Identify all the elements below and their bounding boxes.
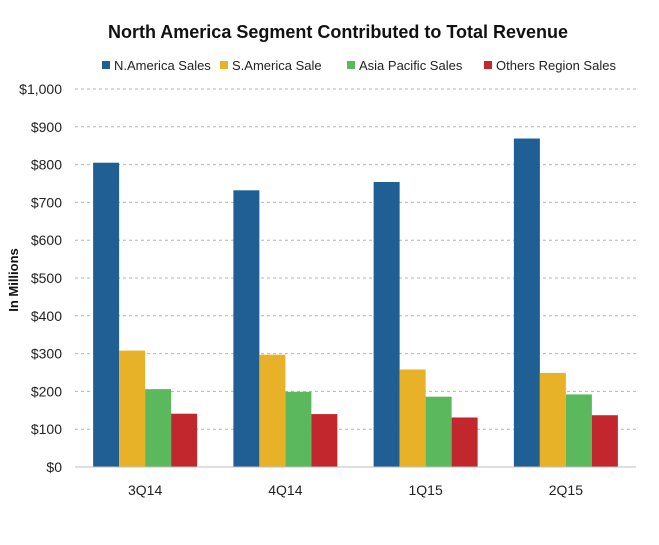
bars bbox=[93, 138, 618, 467]
legend-label: Others Region Sales bbox=[496, 58, 616, 73]
legend-label: N.America Sales bbox=[114, 58, 211, 73]
legend-swatch bbox=[220, 61, 228, 69]
y-axis-ticks: $0 $100 $200 $300 $400 $500 $600 $700 $800 $900 $1… bbox=[19, 81, 62, 475]
bar-2q15-series-2 bbox=[539, 372, 566, 467]
y-axis-label: In Millions bbox=[6, 248, 21, 312]
bar-4q14-series-3 bbox=[285, 391, 312, 467]
legend: N.America Sales S.America Sale Asia Pacifi… bbox=[102, 58, 616, 73]
legend-swatch bbox=[102, 61, 110, 69]
legend-swatch bbox=[347, 61, 355, 69]
bar-3q14-series-3 bbox=[145, 389, 172, 467]
y-tick-label: $500 bbox=[31, 270, 62, 286]
y-tick-label: $900 bbox=[31, 119, 62, 135]
bar-2q15-series-1 bbox=[513, 138, 540, 467]
legend-label: Asia Pacific Sales bbox=[359, 58, 463, 73]
bar-1q15-series-4 bbox=[451, 417, 478, 467]
chart-title: North America Segment Contributed to Tot… bbox=[108, 22, 568, 42]
legend-swatch bbox=[484, 61, 492, 69]
bar-3q14-series-1 bbox=[93, 162, 120, 467]
x-tick-label: 1Q15 bbox=[409, 482, 443, 498]
y-tick-label: $100 bbox=[31, 421, 62, 437]
legend-label: S.America Sale bbox=[232, 58, 322, 73]
bar-3q14-series-2 bbox=[119, 350, 146, 467]
x-tick-label: 2Q15 bbox=[549, 482, 583, 498]
y-tick-label: $200 bbox=[31, 383, 62, 399]
x-tick-label: 4Q14 bbox=[268, 482, 302, 498]
bar-2q15-series-4 bbox=[591, 415, 618, 467]
bar-3q14-series-4 bbox=[171, 413, 198, 467]
bar-2q15-series-3 bbox=[565, 394, 592, 467]
y-tick-label: $300 bbox=[31, 346, 62, 362]
y-tick-label: $400 bbox=[31, 308, 62, 324]
y-tick-label: $1,000 bbox=[19, 81, 62, 97]
bar-4q14-series-2 bbox=[259, 354, 286, 467]
bar-4q14-series-4 bbox=[311, 414, 338, 467]
x-tick-label: 3Q14 bbox=[128, 482, 162, 498]
y-tick-label: $600 bbox=[31, 232, 62, 248]
bar-1q15-series-3 bbox=[425, 396, 452, 467]
x-axis-ticks: 3Q14 4Q14 1Q15 2Q15 bbox=[128, 482, 583, 498]
bar-1q15-series-2 bbox=[399, 369, 426, 467]
bar-1q15-series-1 bbox=[373, 181, 400, 467]
bar-4q14-series-1 bbox=[233, 190, 260, 467]
y-tick-label: $800 bbox=[31, 157, 62, 173]
y-tick-label: $0 bbox=[46, 459, 62, 475]
y-tick-label: $700 bbox=[31, 194, 62, 210]
